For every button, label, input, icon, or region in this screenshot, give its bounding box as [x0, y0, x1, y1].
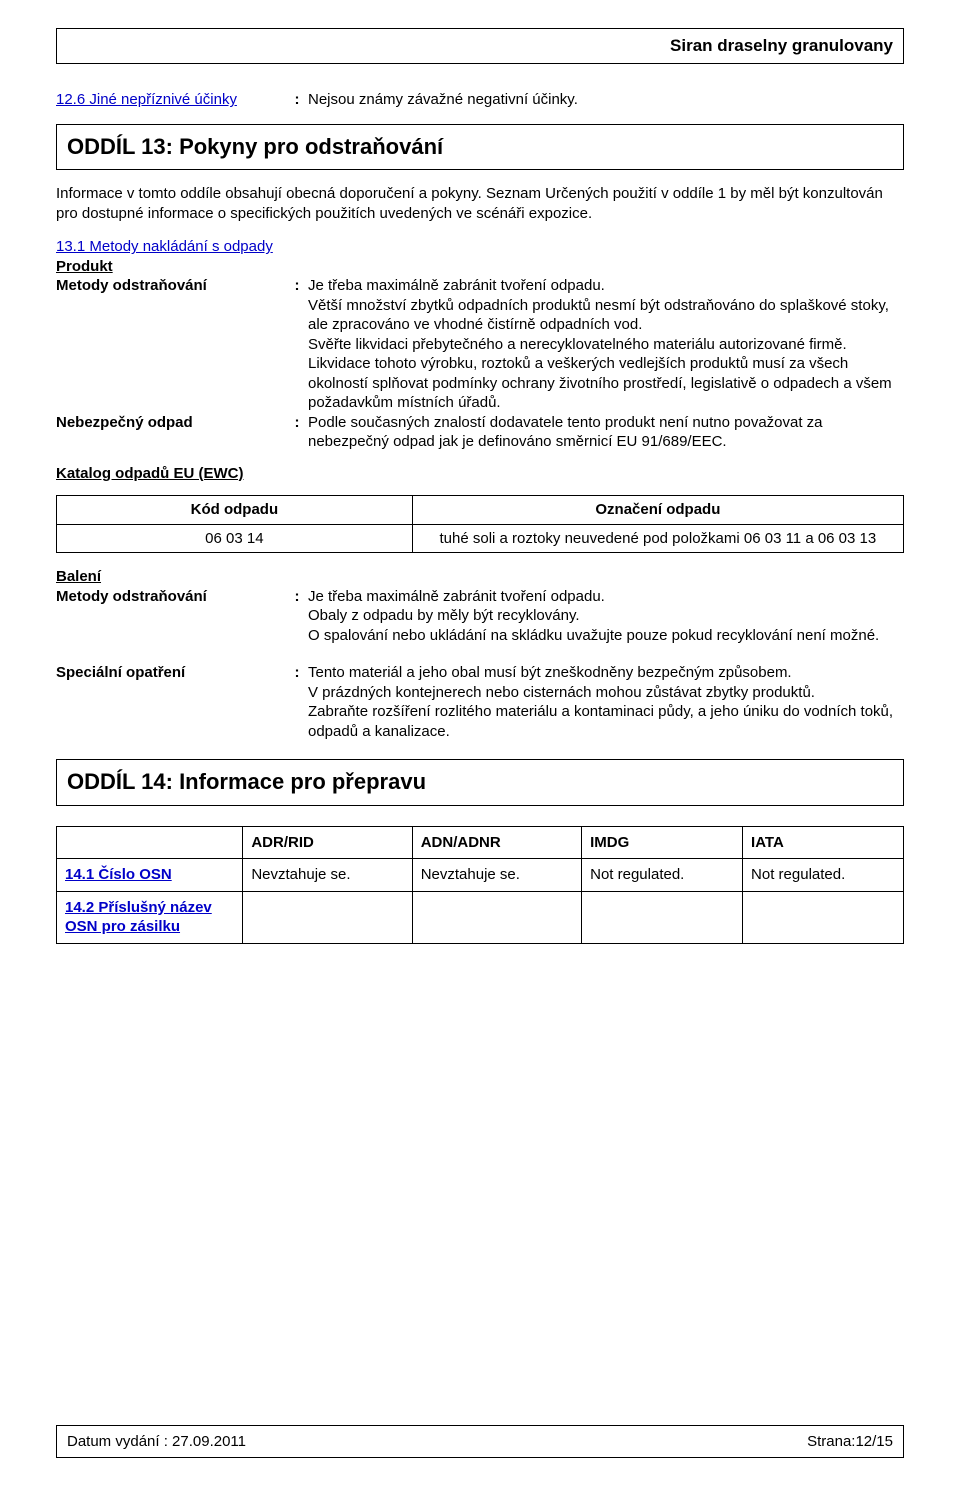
ewc-col2-header: Označení odpadu	[412, 496, 903, 525]
section-13-title: ODDÍL 13: Pokyny pro odstraňování	[67, 134, 443, 159]
transport-col-iata: IATA	[743, 826, 904, 859]
row-14-2-v1	[243, 891, 412, 943]
row-14-2-label: 14.2 Příslušný název OSN pro zásilku	[57, 891, 243, 943]
separator-colon: :	[286, 90, 308, 110]
hazwaste-label: Nebezpečný odpad	[56, 413, 286, 433]
table-row: 14.2 Příslušný název OSN pro zásilku	[57, 891, 904, 943]
ewc-heading: Katalog odpadů EU (EWC)	[56, 464, 904, 484]
section-13-header: ODDÍL 13: Pokyny pro odstraňování	[56, 124, 904, 171]
separator-colon: :	[286, 413, 308, 433]
spec-value: Tento materiál a jeho obal musí být zneš…	[308, 663, 904, 741]
produkt-label: Produkt	[56, 257, 904, 277]
methods-p2: Větší množství zbytků odpadních produktů…	[308, 296, 904, 335]
row-14-2-v2	[412, 891, 581, 943]
spec-p3: Zabraňte rozšíření rozlitého materiálu a…	[308, 702, 904, 741]
methods-p4: Likvidace tohoto výrobku, roztoků a vešk…	[308, 354, 904, 413]
subhead-13-1: 13.1 Metody nakládání s odpady	[56, 237, 904, 257]
row-14-1-v4: Not regulated.	[743, 859, 904, 892]
transport-col-adr: ADR/RID	[243, 826, 412, 859]
bal-methods-row: Metody odstraňování : Je třeba maximálně…	[56, 587, 904, 646]
table-row: Kód odpadu Označení odpadu	[57, 496, 904, 525]
transport-blank-head	[57, 826, 243, 859]
row-14-1-label: 14.1 Číslo OSN	[57, 859, 243, 892]
subhead-13-1-link: 13.1 Metody nakládání s odpady	[56, 238, 273, 255]
hazwaste-value: Podle současných znalostí dodavatele ten…	[308, 413, 904, 452]
ewc-col1-header: Kód odpadu	[57, 496, 413, 525]
bal-methods-label: Metody odstraňování	[56, 587, 286, 607]
ewc-heading-text: Katalog odpadů EU (EWC)	[56, 465, 244, 482]
row-12-6: 12.6 Jiné nepříznivé účinky : Nejsou zná…	[56, 90, 904, 110]
document-title: Siran draselny granulovany	[670, 36, 893, 55]
label-12-6: 12.6 Jiné nepříznivé účinky	[56, 90, 286, 110]
spec-p2: V prázdných kontejnerech nebo cisternách…	[308, 683, 904, 703]
spec-p1: Tento materiál a jeho obal musí být zneš…	[308, 663, 904, 683]
spec-row: Speciální opatření : Tento materiál a je…	[56, 663, 904, 741]
bal-methods-value: Je třeba maximálně zabránit tvoření odpa…	[308, 587, 904, 646]
methods-value: Je třeba maximálně zabránit tvoření odpa…	[308, 276, 904, 413]
row-14-1-v2: Nevztahuje se.	[412, 859, 581, 892]
hazwaste-row: Nebezpečný odpad : Podle současných znal…	[56, 413, 904, 452]
document-page: Siran draselny granulovany 12.6 Jiné nep…	[0, 0, 960, 1486]
row-14-1-v3: Not regulated.	[582, 859, 743, 892]
table-row: ADR/RID ADN/ADNR IMDG IATA	[57, 826, 904, 859]
table-row: 06 03 14 tuhé soli a roztoky neuvedené p…	[57, 524, 904, 553]
bal-p3: O spalování nebo ukládání na skládku uva…	[308, 626, 904, 646]
transport-table: ADR/RID ADN/ADNR IMDG IATA 14.1 Číslo OS…	[56, 826, 904, 944]
footer-date: Datum vydání : 27.09.2011	[67, 1432, 246, 1452]
methods-p1: Je třeba maximálně zabránit tvoření odpa…	[308, 276, 904, 296]
bal-p1: Je třeba maximálně zabránit tvoření odpa…	[308, 587, 904, 607]
separator-colon: :	[286, 663, 308, 683]
separator-colon: :	[286, 587, 308, 607]
row-14-1-label-text: 14.1 Číslo OSN	[65, 866, 172, 883]
table-row: 14.1 Číslo OSN Nevztahuje se. Nevztahuje…	[57, 859, 904, 892]
transport-col-adn: ADN/ADNR	[412, 826, 581, 859]
baleni-label: Balení	[56, 567, 904, 587]
ewc-table: Kód odpadu Označení odpadu 06 03 14 tuhé…	[56, 495, 904, 553]
section-13-intro: Informace v tomto oddíle obsahují obecná…	[56, 184, 904, 223]
row-14-2-v3	[582, 891, 743, 943]
methods-label: Metody odstraňování	[56, 276, 286, 296]
section-14-title: ODDÍL 14: Informace pro přepravu	[67, 769, 426, 794]
baleni-label-text: Balení	[56, 568, 101, 585]
footer-page: Strana:12/15	[807, 1432, 893, 1452]
row-14-1-v1: Nevztahuje se.	[243, 859, 412, 892]
document-title-box: Siran draselny granulovany	[56, 28, 904, 64]
row-14-2-label-text: 14.2 Příslušný název OSN pro zásilku	[65, 899, 212, 936]
value-12-6: Nejsou známy závažné negativní účinky.	[308, 90, 904, 110]
page-footer: Datum vydání : 27.09.2011 Strana:12/15	[56, 1425, 904, 1459]
bal-p2: Obaly z odpadu by měly být recyklovány.	[308, 606, 904, 626]
ewc-desc: tuhé soli a roztoky neuvedené pod položk…	[412, 524, 903, 553]
methods-row: Metody odstraňování : Je třeba maximálně…	[56, 276, 904, 413]
separator-colon: :	[286, 276, 308, 296]
produkt-label-text: Produkt	[56, 258, 113, 275]
row-14-2-v4	[743, 891, 904, 943]
spec-label: Speciální opatření	[56, 663, 286, 683]
ewc-code: 06 03 14	[57, 524, 413, 553]
transport-col-imdg: IMDG	[582, 826, 743, 859]
section-14-header: ODDÍL 14: Informace pro přepravu	[56, 759, 904, 806]
methods-p3: Svěřte likvidaci přebytečného a nerecykl…	[308, 335, 904, 355]
